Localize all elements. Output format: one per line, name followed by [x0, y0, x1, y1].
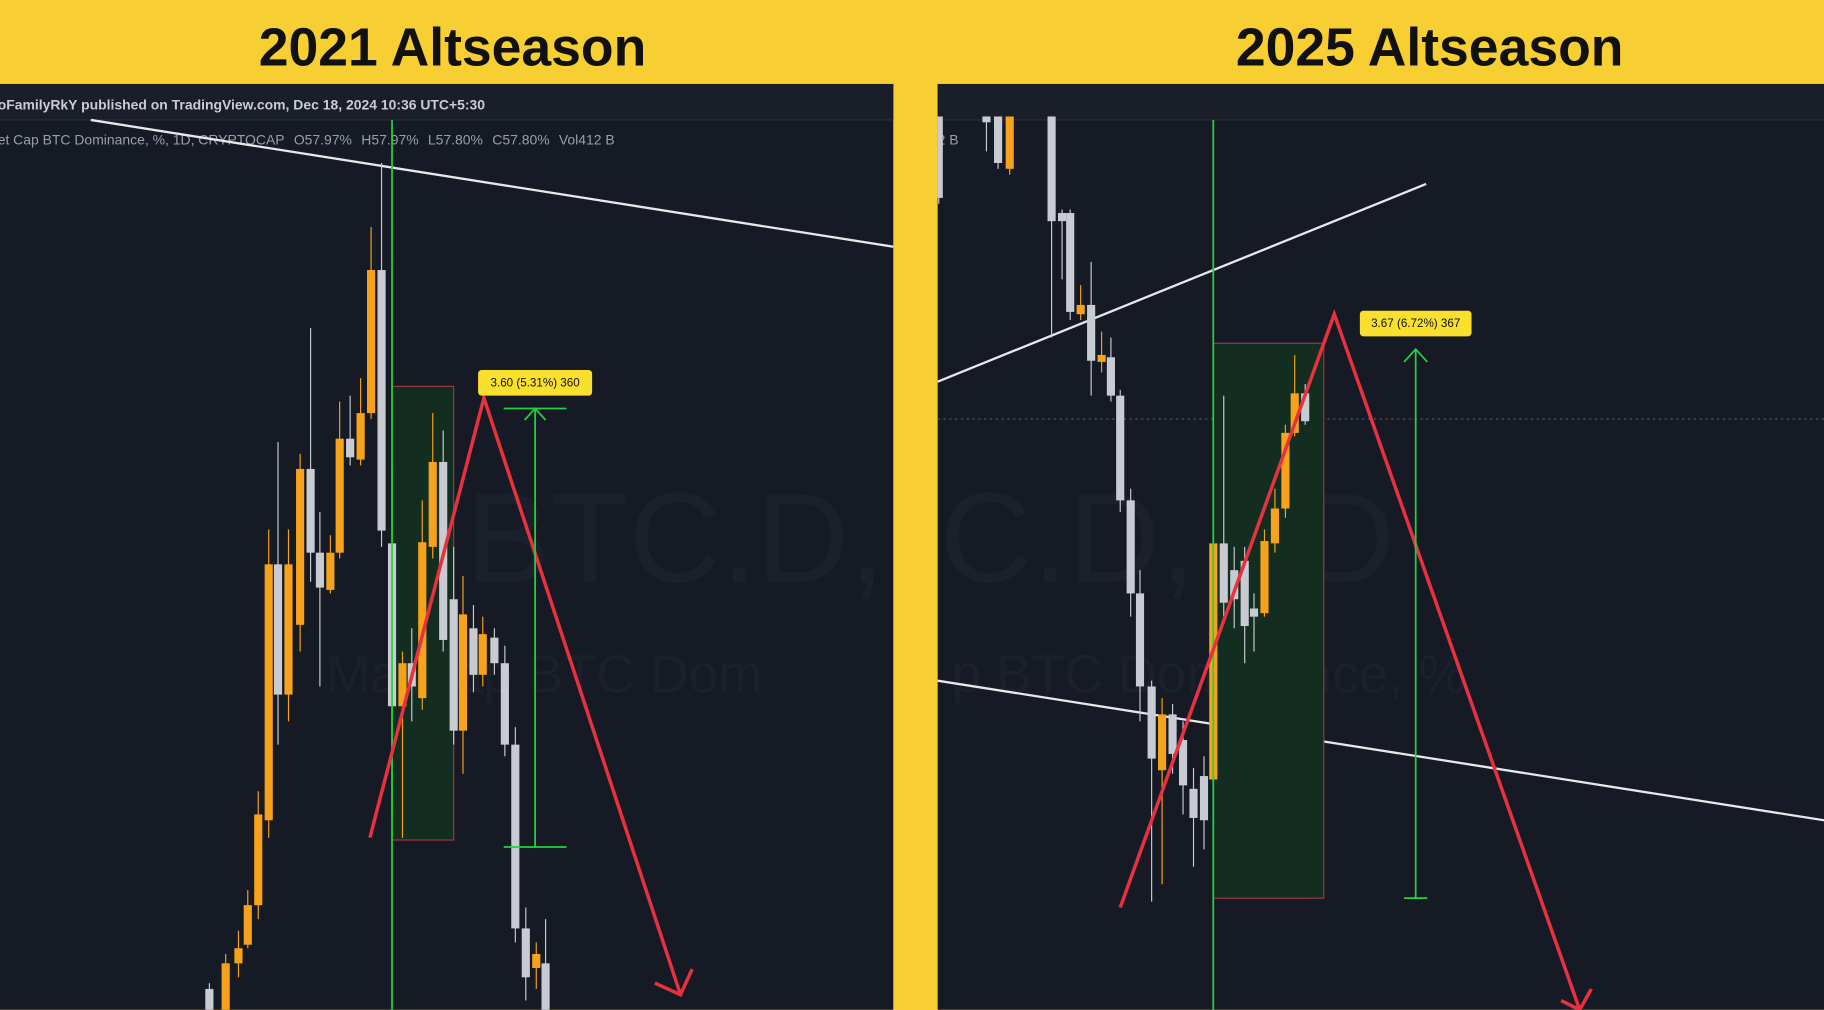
candle-body [1147, 686, 1156, 759]
measure-head [1403, 347, 1428, 363]
legend-item: H57.97% [361, 131, 418, 147]
candle-body [1168, 714, 1177, 754]
candle-body [449, 599, 458, 731]
candle-body [205, 988, 214, 1010]
chart-bg [937, 83, 1824, 1010]
candle-body [1199, 776, 1209, 821]
candle-body [1178, 739, 1188, 786]
trendline [90, 118, 894, 248]
candle-body [1005, 116, 1014, 169]
candle-body [254, 814, 263, 906]
candle-body [937, 116, 943, 198]
publish-info: oFamilyRkY published on TradingView.com,… [0, 96, 485, 112]
candle-body [234, 948, 243, 964]
right-chart: C.D, 1D p BTC Dominance, % 2 B3.67 (6.72… [937, 83, 1824, 1010]
candle-body [511, 744, 520, 929]
measure-label-bg [478, 370, 593, 396]
candle-body [541, 963, 550, 1010]
candle-body [346, 438, 355, 458]
measure-label-bg [1359, 310, 1472, 337]
legend-item: O57.97% [294, 131, 352, 147]
candle-body [306, 468, 315, 553]
panel-title: 2021 Altseason [259, 18, 647, 77]
candle-body [367, 270, 376, 414]
candle-body [1066, 213, 1075, 312]
candle-body [490, 637, 499, 664]
candle-body [264, 564, 273, 821]
header-bar [0, 83, 894, 120]
candle-body [982, 116, 991, 123]
watermark: p BTC Dominance, % [952, 645, 1466, 704]
candle-body [1135, 593, 1145, 687]
candle-body [1230, 570, 1239, 600]
candle-body [469, 628, 478, 675]
candle-body [1249, 608, 1259, 617]
legend-item: Vol412 B [559, 131, 615, 147]
watermark: C.D, 1D [940, 467, 1395, 610]
candle-body [1087, 304, 1096, 361]
candle-body [1057, 213, 1067, 222]
candle-body [1260, 541, 1269, 614]
arrow-head [1560, 988, 1593, 1010]
candle-body [296, 468, 305, 625]
candle-body [1240, 560, 1249, 626]
candle-body [1290, 393, 1299, 433]
legend-item: et Cap BTC Dominance, %, 1D, CRYPTOCAP [0, 131, 285, 147]
candle-body [398, 663, 407, 707]
candle-body [418, 542, 427, 699]
candle-body [1270, 508, 1280, 544]
candle-body [1047, 116, 1056, 222]
candle-body [1116, 395, 1125, 501]
candle-body [1219, 543, 1228, 603]
candle-body [1097, 354, 1106, 362]
legend: et Cap BTC Dominance, %, 1D, CRYPTOCAP O5… [0, 131, 615, 147]
candle-body [1158, 714, 1167, 771]
candle-body [335, 438, 344, 553]
watermark: BTC.D, [465, 467, 884, 610]
panel-title: 2025 Altseason [1236, 18, 1624, 77]
candle-body [1076, 304, 1085, 315]
candle-body [521, 928, 530, 978]
candle-body [1126, 500, 1135, 594]
candle-body [478, 634, 487, 675]
candle-body [1301, 393, 1310, 422]
candle-body [532, 954, 541, 968]
candle-body [284, 564, 293, 695]
candle-body [377, 270, 386, 531]
trendline [937, 182, 1427, 383]
highlight-box [1212, 342, 1325, 899]
candle-body [1189, 788, 1198, 818]
candle-body [315, 552, 324, 588]
header-bar [937, 83, 1824, 120]
candle-body [458, 614, 468, 731]
arrow-head [654, 968, 694, 998]
red-arrow [1118, 309, 1582, 1010]
candle-body [273, 564, 283, 695]
left-chart: oFamilyRkY published on TradingView.com,… [0, 83, 894, 1010]
measure-label: 3.67 (6.72%) 367 [1371, 317, 1460, 330]
measure-label: 3.60 (5.31%) 360 [491, 376, 581, 389]
candle-body [500, 663, 509, 745]
measure-head [523, 407, 547, 421]
candle-body [1106, 357, 1115, 396]
candle-body [994, 116, 1003, 163]
candle-body [243, 905, 252, 945]
candle-body [428, 461, 437, 547]
legend-item: L57.80% [428, 131, 483, 147]
candle-body [326, 552, 335, 590]
candle-body [1281, 432, 1290, 509]
candle-body [221, 963, 230, 1010]
candle-body [356, 413, 365, 460]
red-arrow [368, 391, 683, 996]
trendline [937, 679, 1824, 822]
legend-item: C57.80% [492, 131, 549, 147]
